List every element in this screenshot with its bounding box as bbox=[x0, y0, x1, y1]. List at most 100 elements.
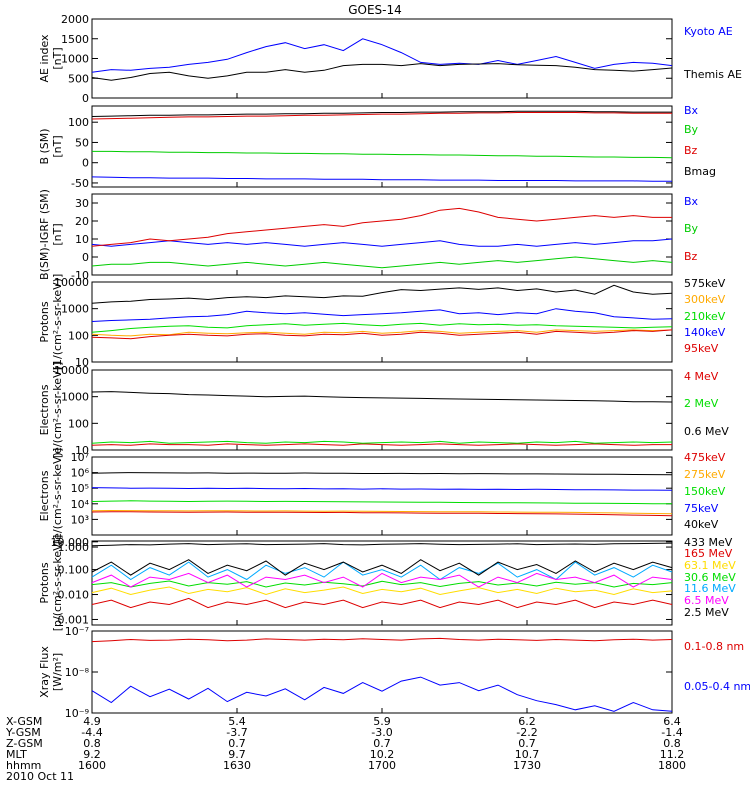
y-tick-label: 10⁴ bbox=[71, 498, 90, 511]
x-row-value: 0.7 bbox=[518, 737, 536, 750]
x-row-value: 6.2 bbox=[518, 715, 536, 728]
y-axis-label: Electrons bbox=[38, 384, 51, 435]
x-row-value: 5.4 bbox=[228, 715, 246, 728]
x-row-value: 5.9 bbox=[373, 715, 391, 728]
series-line-575kev bbox=[91, 284, 673, 304]
series-line-11-6-mev bbox=[91, 561, 673, 581]
legend-label: 11.6 MeV bbox=[684, 582, 736, 595]
y-axis-label: Protons bbox=[38, 562, 51, 603]
y-tick-label: 500 bbox=[68, 72, 89, 85]
y-tick-label: 10 bbox=[75, 233, 89, 246]
legend-label: By bbox=[684, 123, 699, 136]
x-row-label: X-GSM bbox=[6, 715, 42, 728]
x-row-value: 0.8 bbox=[83, 737, 101, 750]
y-tick-label: 1000 bbox=[61, 53, 89, 66]
series-line-30-6-mev bbox=[91, 580, 673, 588]
legend-label: Bz bbox=[684, 250, 698, 263]
series-line-150kev bbox=[91, 500, 673, 505]
panel-frame bbox=[91, 105, 673, 188]
y-axis-unit: [1/(cm²-s-sr-keV)] bbox=[51, 274, 64, 371]
series-line-bx bbox=[91, 238, 673, 247]
y-tick-label: -10 bbox=[71, 269, 89, 282]
series-line-95kev bbox=[91, 329, 673, 340]
y-axis-unit: [W/m²] bbox=[51, 653, 64, 691]
y-tick-label: -50 bbox=[71, 177, 89, 190]
legend-label: Bx bbox=[684, 104, 699, 117]
x-row-label: Y-GSM bbox=[5, 726, 41, 739]
x-row-value: 11.2 bbox=[660, 748, 685, 761]
x-row-value: 0.7 bbox=[228, 737, 246, 750]
y-axis-unit: [e/(cm²-s-sr-keV)] bbox=[51, 448, 64, 544]
x-row-value: 6.4 bbox=[663, 715, 681, 728]
y-axis-label: Xray Flux bbox=[38, 646, 51, 698]
legend-label: 575keV bbox=[684, 277, 726, 290]
series-line-6-5-mev bbox=[91, 572, 673, 588]
x-row-label: MLT bbox=[6, 748, 27, 761]
legend-label: 2 MeV bbox=[684, 397, 719, 410]
legend-label: 210keV bbox=[684, 310, 726, 323]
series-line-bx bbox=[91, 176, 672, 182]
series-line-275kev bbox=[91, 509, 673, 515]
series-line-75kev bbox=[91, 487, 673, 491]
series-line-by bbox=[91, 256, 673, 269]
y-tick-label: 50 bbox=[75, 136, 89, 149]
legend-label: Kyoto AE bbox=[684, 25, 733, 38]
y-tick-label: 1000 bbox=[61, 391, 89, 404]
legend-label: 0.1-0.8 nm bbox=[684, 640, 744, 653]
x-row-value: -3.7 bbox=[226, 726, 247, 739]
y-tick-label: 100 bbox=[68, 116, 89, 129]
x-row-value: -3.0 bbox=[371, 726, 392, 739]
legend-label: 4 MeV bbox=[684, 370, 719, 383]
y-axis-unit: [nT] bbox=[51, 223, 64, 245]
series-line-300kev bbox=[91, 329, 673, 337]
x-row-value: 4.9 bbox=[83, 715, 101, 728]
series-line-475kev bbox=[91, 511, 673, 517]
legend-label: 165 MeV bbox=[684, 547, 733, 560]
series-line-bmag bbox=[91, 110, 672, 117]
x-row-value: 1730 bbox=[513, 759, 541, 772]
y-tick-label: 0.001 bbox=[58, 613, 90, 626]
x-row-label: Z-GSM bbox=[6, 737, 43, 750]
legend-label: 150keV bbox=[684, 485, 726, 498]
x-row-value: 1630 bbox=[223, 759, 251, 772]
y-tick-label: 1.000 bbox=[58, 541, 90, 554]
legend-label: 300keV bbox=[684, 293, 726, 306]
y-tick-label: 30 bbox=[75, 197, 89, 210]
x-row-value: 1600 bbox=[78, 759, 106, 772]
panel-2: -50 0 50 100 B (SM) [nT] Bx By Bz Bmag bbox=[38, 104, 716, 190]
series-line-themis-ae bbox=[91, 63, 673, 81]
panel-8: 10⁻⁹ 10⁻⁸ 10⁻⁷ Xray Flux [W/m²] 0.1-0.8 nm 0.0… bbox=[38, 625, 750, 720]
y-tick-label: 10⁻⁷ bbox=[65, 625, 89, 638]
y-axis-unit: [e/(cm²-s-sr-keV)] bbox=[51, 362, 64, 458]
y-tick-label: 10⁶ bbox=[71, 467, 90, 480]
x-row-value: 1800 bbox=[658, 759, 686, 772]
series-line-0-05-0-4-nm bbox=[91, 676, 673, 712]
series-line-4-mev bbox=[91, 443, 672, 446]
x-row-value: 10.7 bbox=[515, 748, 540, 761]
y-axis-label: B (SM) bbox=[38, 128, 51, 164]
y-tick-label: 100 bbox=[68, 417, 89, 430]
x-row-value: 10.2 bbox=[370, 748, 395, 761]
y-axis-unit: [nT] bbox=[51, 47, 64, 69]
series-line-2-5-mev bbox=[91, 559, 673, 576]
x-row-value: -4.4 bbox=[81, 726, 102, 739]
x-row-value: -2.2 bbox=[516, 726, 537, 739]
legend-label: Themis AE bbox=[683, 68, 742, 81]
legend-label: 433 MeV bbox=[684, 536, 733, 549]
x-row-value: 9.7 bbox=[228, 748, 246, 761]
y-axis-label: Electrons bbox=[38, 470, 51, 521]
series-line-0-1-0-8-nm bbox=[91, 637, 673, 643]
y-tick-label: 10 bbox=[75, 356, 89, 369]
y-tick-label: 10⁻⁹ bbox=[65, 707, 89, 720]
y-axis-unit: [nT] bbox=[51, 135, 64, 157]
y-tick-label: 0.100 bbox=[58, 564, 90, 577]
x-row-value: 1700 bbox=[368, 759, 396, 772]
series-line-433-mev bbox=[91, 542, 673, 547]
series-line-210kev bbox=[91, 322, 673, 333]
x-row-value: -1.4 bbox=[661, 726, 682, 739]
